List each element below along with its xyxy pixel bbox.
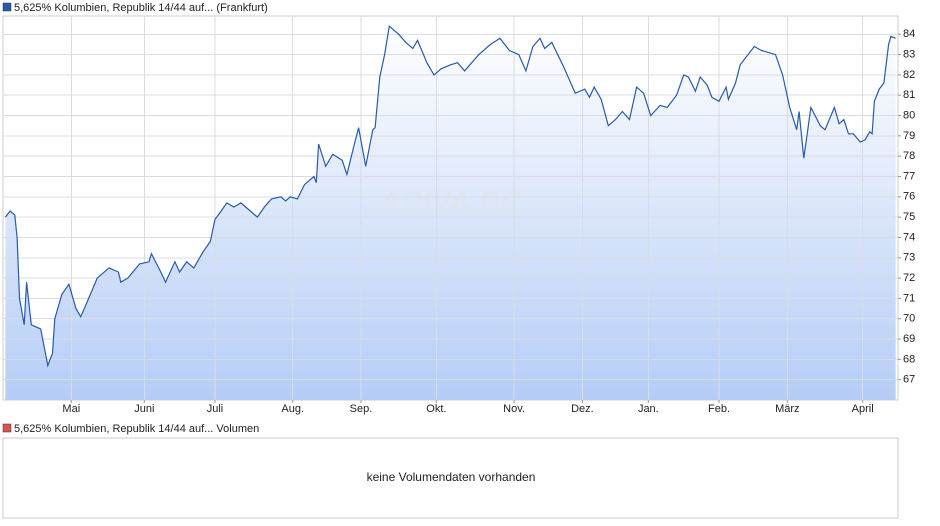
watermark: ARIVA.DE — [378, 186, 521, 219]
volume-message: keine Volumendaten vorhanden — [367, 470, 536, 484]
legend-swatch — [2, 423, 12, 433]
y-tick-label: 76 — [903, 191, 915, 203]
y-tick-label: 78 — [903, 150, 915, 162]
y-tick-label: 77 — [903, 170, 915, 182]
legend-swatch — [2, 2, 12, 12]
y-tick-label: 75 — [903, 211, 915, 223]
y-tick-label: 84 — [903, 28, 915, 40]
x-tick-label: Aug. — [281, 403, 304, 415]
y-tick-label: 68 — [903, 353, 915, 365]
y-tick-label: 70 — [903, 313, 915, 325]
x-tick-label: Feb. — [708, 403, 730, 415]
y-tick-label: 71 — [903, 292, 915, 304]
line — [4, 25, 896, 368]
x-tick-label: Nov. — [503, 403, 525, 415]
y-tick-label: 79 — [903, 130, 915, 142]
x-tick-label: Juli — [207, 403, 224, 415]
x-tick-label: Mai — [62, 403, 80, 415]
y-tick-label: 80 — [903, 109, 915, 121]
x-tick-label: März — [775, 403, 799, 415]
y-tick-label: 74 — [903, 231, 915, 243]
area — [5, 26, 896, 400]
x-tick-label: Juni — [134, 403, 154, 415]
y-tick-label: 81 — [903, 89, 915, 101]
y-tick-label: 73 — [903, 252, 915, 264]
y-tick-label: 67 — [903, 374, 915, 386]
x-tick-label: Okt. — [426, 403, 446, 415]
x-tick-label: Sep. — [350, 403, 373, 415]
y-tick-label: 69 — [903, 333, 915, 345]
volume-frame — [2, 437, 899, 519]
y-tick-label: 72 — [903, 272, 915, 284]
x-tick-label: Dez. — [571, 403, 594, 415]
y-tick-label: 83 — [903, 49, 915, 61]
x-tick-label: Jan. — [638, 403, 659, 415]
y-tick-label: 82 — [903, 69, 915, 81]
x-tick-label: April — [852, 403, 874, 415]
volume-title: 5,625% Kolumbien, Republik 14/44 auf... … — [14, 423, 259, 435]
legend-entry: 5,625% Kolumbien, Republik 14/44 auf... … — [14, 2, 268, 14]
